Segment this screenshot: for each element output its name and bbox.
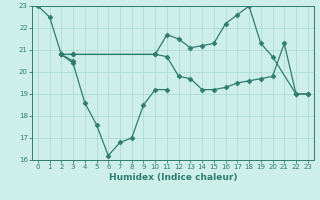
X-axis label: Humidex (Indice chaleur): Humidex (Indice chaleur) [108,173,237,182]
